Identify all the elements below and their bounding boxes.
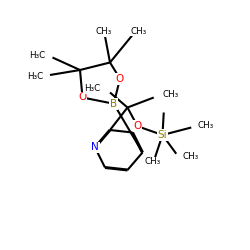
Text: H₃C: H₃C: [84, 84, 100, 93]
Text: CH₃: CH₃: [182, 152, 199, 161]
Text: CH₃: CH₃: [96, 28, 112, 36]
Text: O: O: [78, 92, 87, 102]
Text: CH₃: CH₃: [198, 120, 214, 130]
Text: CH₃: CH₃: [162, 90, 179, 99]
Text: Si: Si: [158, 130, 167, 140]
Text: N: N: [91, 142, 99, 152]
Text: B: B: [110, 99, 117, 109]
Text: CH₃: CH₃: [144, 158, 160, 166]
Text: CH₃: CH₃: [130, 27, 147, 36]
Text: O: O: [134, 121, 141, 131]
Text: H₃C: H₃C: [29, 51, 46, 60]
Text: O: O: [116, 74, 124, 84]
Text: H₃C: H₃C: [27, 72, 43, 81]
